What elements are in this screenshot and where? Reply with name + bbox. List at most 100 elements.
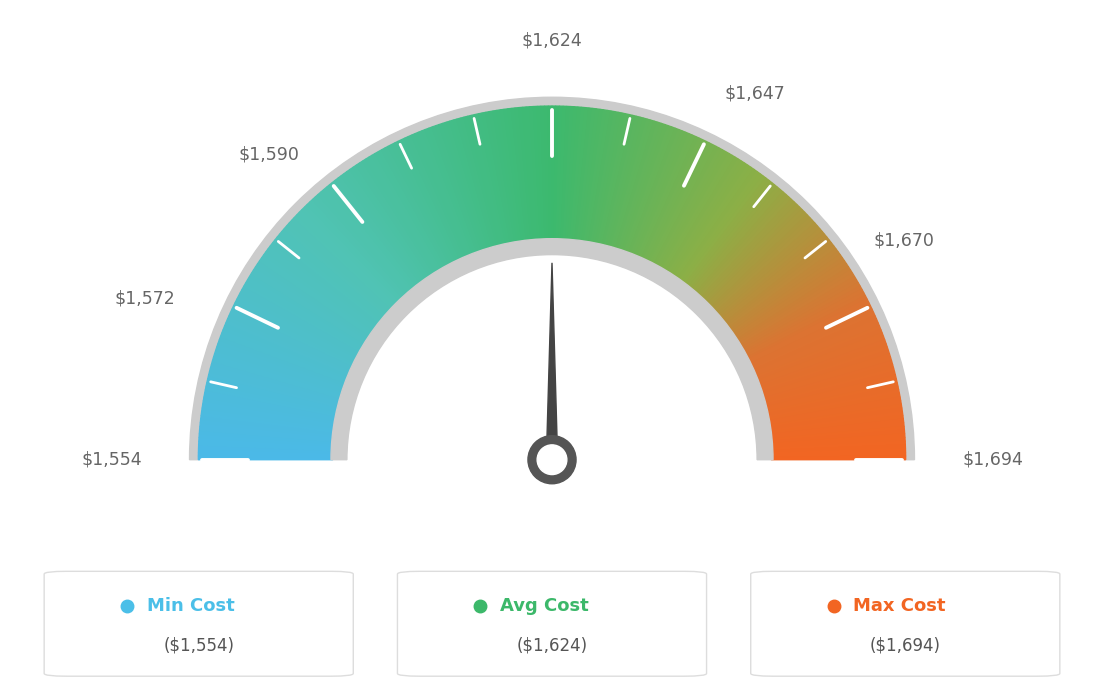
Wedge shape: [206, 382, 338, 414]
Wedge shape: [203, 397, 337, 423]
Wedge shape: [677, 169, 757, 281]
Wedge shape: [582, 109, 604, 243]
Wedge shape: [369, 155, 440, 272]
Wedge shape: [736, 267, 850, 342]
Wedge shape: [718, 228, 822, 318]
Wedge shape: [646, 140, 705, 262]
Wedge shape: [219, 340, 346, 388]
Wedge shape: [666, 157, 739, 273]
Wedge shape: [693, 190, 783, 294]
Wedge shape: [270, 243, 379, 327]
Wedge shape: [743, 286, 862, 354]
Wedge shape: [482, 112, 511, 245]
Wedge shape: [637, 134, 692, 259]
FancyBboxPatch shape: [751, 571, 1060, 676]
Wedge shape: [760, 347, 889, 392]
Wedge shape: [527, 107, 539, 241]
Wedge shape: [305, 204, 401, 303]
Wedge shape: [765, 375, 896, 410]
Wedge shape: [720, 231, 825, 320]
Wedge shape: [199, 434, 333, 446]
Wedge shape: [676, 167, 754, 279]
Wedge shape: [344, 171, 425, 282]
Text: $1,647: $1,647: [724, 85, 785, 103]
Wedge shape: [538, 106, 545, 241]
Wedge shape: [295, 215, 394, 310]
Wedge shape: [415, 132, 469, 257]
Wedge shape: [216, 344, 344, 390]
Wedge shape: [716, 226, 819, 317]
Wedge shape: [696, 192, 786, 295]
Wedge shape: [443, 122, 487, 251]
Wedge shape: [214, 351, 343, 394]
Wedge shape: [734, 264, 849, 340]
Text: ($1,624): ($1,624): [517, 637, 587, 655]
Wedge shape: [200, 419, 335, 437]
Wedge shape: [556, 106, 563, 241]
Wedge shape: [673, 165, 751, 278]
Wedge shape: [287, 223, 389, 315]
Wedge shape: [331, 239, 773, 460]
Wedge shape: [332, 180, 417, 288]
Wedge shape: [772, 456, 905, 460]
Text: $1,590: $1,590: [238, 145, 299, 164]
Wedge shape: [457, 118, 496, 248]
Wedge shape: [630, 130, 682, 256]
Wedge shape: [224, 323, 350, 377]
Wedge shape: [651, 145, 715, 266]
Wedge shape: [613, 120, 655, 250]
Wedge shape: [656, 148, 722, 268]
Wedge shape: [382, 148, 448, 268]
Wedge shape: [681, 174, 763, 284]
Wedge shape: [752, 316, 877, 373]
Wedge shape: [279, 231, 384, 320]
Wedge shape: [372, 153, 443, 271]
Wedge shape: [360, 161, 435, 276]
Wedge shape: [205, 386, 338, 416]
Wedge shape: [202, 408, 336, 430]
Wedge shape: [561, 106, 571, 241]
Wedge shape: [740, 277, 857, 348]
Wedge shape: [669, 161, 744, 276]
Wedge shape: [679, 171, 760, 282]
Wedge shape: [412, 134, 467, 259]
Wedge shape: [232, 306, 354, 366]
Wedge shape: [327, 185, 414, 290]
Wedge shape: [764, 368, 894, 405]
Text: ($1,554): ($1,554): [163, 637, 234, 655]
Wedge shape: [199, 456, 332, 460]
Wedge shape: [747, 299, 869, 362]
Wedge shape: [635, 132, 689, 257]
Wedge shape: [762, 357, 892, 399]
Wedge shape: [763, 364, 893, 403]
Wedge shape: [206, 379, 339, 412]
Wedge shape: [252, 270, 367, 344]
Text: $1,572: $1,572: [114, 290, 174, 308]
Wedge shape: [726, 246, 836, 329]
Wedge shape: [439, 124, 485, 252]
Wedge shape: [739, 273, 854, 346]
Wedge shape: [705, 207, 802, 305]
Wedge shape: [758, 340, 885, 388]
Wedge shape: [682, 176, 766, 285]
Wedge shape: [392, 143, 455, 264]
Wedge shape: [246, 279, 363, 350]
Wedge shape: [767, 397, 901, 423]
Wedge shape: [754, 323, 880, 377]
Wedge shape: [569, 107, 582, 242]
Wedge shape: [277, 235, 383, 322]
Wedge shape: [350, 167, 428, 279]
Wedge shape: [395, 141, 457, 264]
Wedge shape: [508, 108, 527, 242]
Wedge shape: [241, 289, 360, 356]
Wedge shape: [769, 415, 903, 435]
Wedge shape: [712, 217, 813, 311]
Text: $1,554: $1,554: [82, 451, 141, 469]
Wedge shape: [604, 117, 640, 247]
Wedge shape: [266, 249, 376, 331]
Wedge shape: [255, 264, 370, 340]
Wedge shape: [752, 313, 875, 371]
Wedge shape: [725, 243, 834, 327]
Wedge shape: [565, 107, 577, 241]
Wedge shape: [519, 108, 533, 242]
